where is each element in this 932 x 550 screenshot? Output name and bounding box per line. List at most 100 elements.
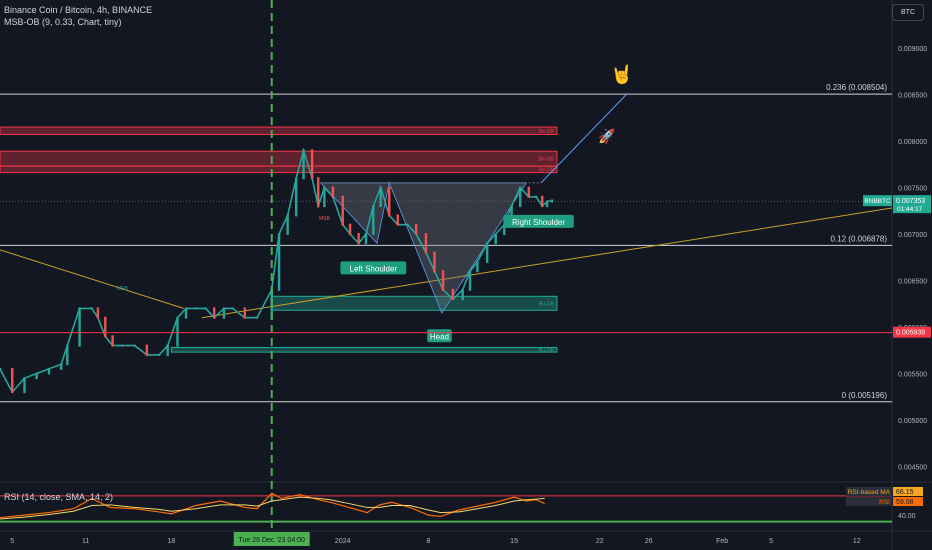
price-candle [194, 307, 198, 310]
price-candle [277, 233, 281, 291]
price-candle [357, 233, 360, 245]
price-candle [78, 307, 81, 347]
price-candle [461, 288, 464, 301]
red-price-tag [893, 326, 931, 338]
price-candle [213, 307, 216, 319]
pattern-annotation-label: Head [430, 332, 449, 341]
price-candle [231, 307, 234, 310]
order-block-label: Be-OB [539, 167, 555, 173]
price-candle [184, 307, 188, 319]
rsi-value: 66.15 [896, 489, 914, 496]
price-tick-label: 0.007500 [898, 186, 927, 193]
price-candle [433, 251, 436, 273]
rsi-legend[interactable]: RSI (14, close, SMA, 14, 2) [4, 492, 114, 502]
chart-title: Binance Coin / Bitcoin, 4h, BINANCE [4, 5, 153, 15]
symbol-tag [863, 195, 892, 207]
time-tick-label: 8 [426, 538, 430, 545]
order-block-label: Be-OB [539, 129, 555, 135]
rsi-label-name: RSI [879, 499, 890, 506]
fib-level-label: 0 (0.005196) [842, 391, 888, 400]
price-candle [379, 186, 382, 208]
price-candle [47, 367, 51, 375]
price-candle [60, 363, 63, 370]
price-candle [157, 353, 161, 356]
indicator-legend[interactable]: MSB-OB (9, 0.33, Chart, tiny) [4, 17, 122, 27]
price-tick-label: 0.005000 [898, 418, 927, 425]
price-candle [111, 335, 114, 347]
price-candle [96, 307, 100, 319]
order-block-zone [170, 346, 558, 353]
time-tick-label: 5 [769, 538, 773, 545]
order-block-zone [0, 165, 558, 174]
rsi-tick-label: 40.00 [898, 513, 916, 520]
price-candle [388, 186, 391, 217]
price-candle [11, 367, 14, 394]
time-tick-label: Feb [716, 538, 728, 545]
order-block-zone [0, 126, 558, 135]
price-candle [222, 307, 226, 319]
price-candle [302, 149, 305, 180]
fib-level-label: 0.236 (0.008504) [826, 83, 887, 92]
price-line [0, 147, 553, 394]
price-candle [541, 195, 544, 208]
price-candle [494, 233, 497, 245]
price-candle [441, 270, 445, 291]
time-tick-label: 26 [645, 538, 653, 545]
rsi-value: 59.98 [896, 499, 914, 506]
rsi-label-name: RSI-based MA [848, 489, 891, 496]
price-candle [176, 316, 179, 347]
price-candle [145, 344, 149, 356]
price-candle [310, 149, 314, 180]
time-tick-label: 22 [596, 538, 604, 545]
price-candle [255, 316, 259, 319]
symbol-tag-label: BNBBTC [864, 198, 891, 205]
trend-line [0, 249, 184, 309]
price-candle [534, 195, 538, 198]
price-candle [104, 316, 107, 338]
price-candle [317, 177, 320, 208]
price-candle [204, 307, 207, 310]
price-candle [331, 186, 335, 198]
price-candle [396, 214, 399, 226]
price-candle [527, 186, 530, 198]
pattern-annotation-box [503, 214, 574, 228]
time-tick-label: 2024 [335, 538, 351, 545]
price-tick-label: 0.008500 [898, 93, 927, 100]
price-candle [23, 377, 26, 394]
price-candle [243, 307, 246, 319]
rocket-icon: 🚀 [598, 128, 616, 145]
price-candle [323, 186, 326, 208]
price-candle [406, 223, 409, 226]
time-tick-label: 5 [10, 538, 14, 545]
pattern-annotation-box [340, 261, 407, 275]
crosshair-date-tag [233, 532, 310, 546]
rock-hand-icon: 🤘 [611, 64, 633, 86]
price-tick-label: 0.005500 [898, 372, 927, 379]
order-block-label: Bu-OB [539, 348, 555, 354]
rsi-label-box [846, 487, 892, 496]
price-candle [0, 367, 2, 370]
price-candle [451, 288, 455, 301]
price-candle [348, 223, 352, 235]
pattern-annotation-label: Right Shoulder [512, 218, 565, 227]
currency-button[interactable]: BTC [892, 4, 924, 21]
order-block-label: Be-OB [539, 157, 555, 163]
price-candle [545, 200, 549, 208]
price-candle [372, 205, 375, 235]
fib-level-label: 0.12 (0.006878) [831, 234, 888, 243]
order-block-zone [271, 295, 558, 311]
projection-line [540, 93, 628, 184]
price-candle [66, 344, 69, 366]
price-tick-label: 0.009000 [898, 46, 927, 53]
time-tick-label: 18 [167, 538, 175, 545]
price-candle [90, 307, 93, 310]
price-candle [166, 344, 169, 356]
current-price-value: 0.007353 [896, 198, 925, 205]
price-candle [476, 260, 479, 273]
time-tick-label: 11 [82, 538, 89, 545]
price-candle [503, 223, 506, 235]
order-block-label: Bu-OB [539, 301, 555, 307]
price-candle [519, 186, 522, 208]
price-tick-label: 0.008000 [898, 139, 927, 146]
